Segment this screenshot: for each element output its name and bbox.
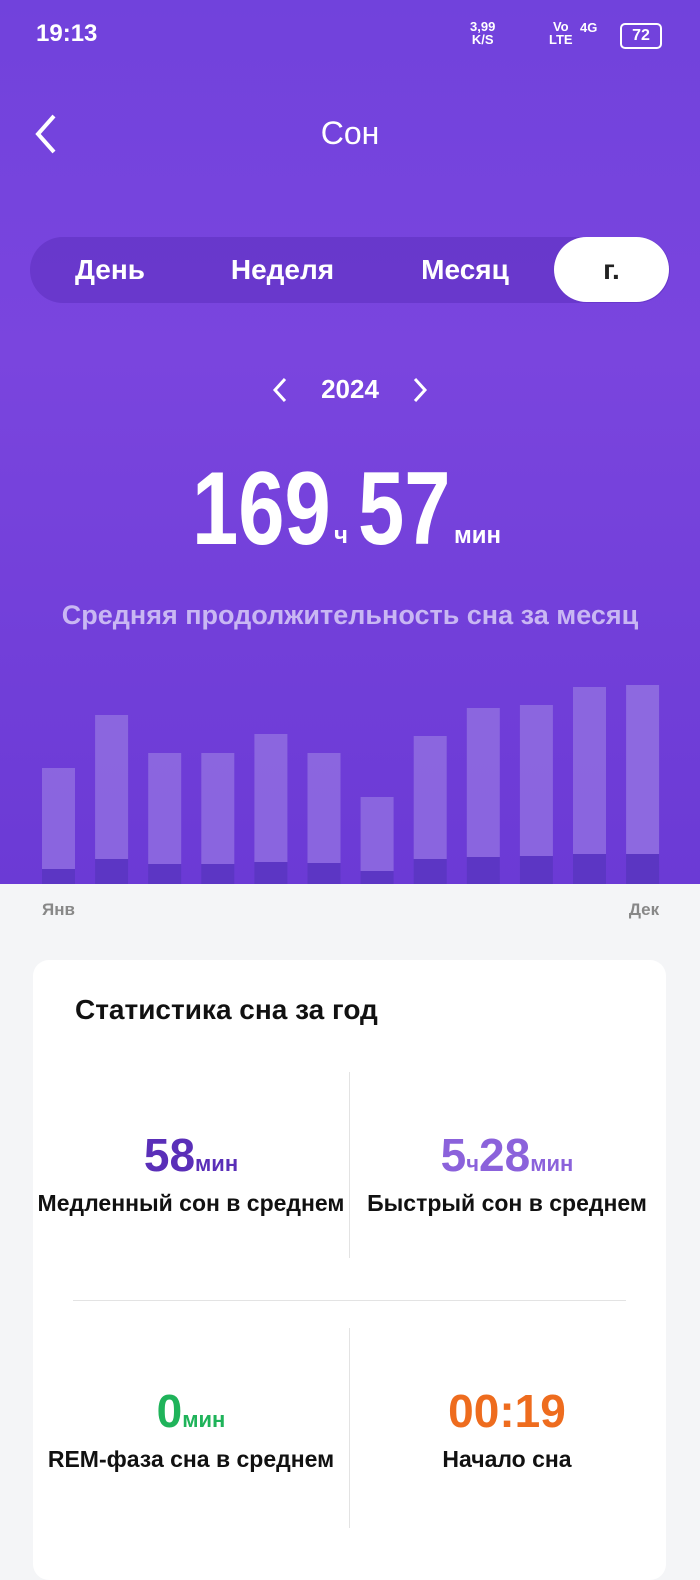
- stat-value: 00:19: [349, 1384, 665, 1438]
- volte-top: Vo: [552, 19, 569, 34]
- chart: Янв Дек: [0, 685, 700, 930]
- chart-bg: [0, 884, 700, 930]
- back-button[interactable]: [30, 112, 66, 156]
- tab[interactable]: Месяц: [421, 254, 509, 285]
- volte: Vo LTE: [549, 20, 573, 46]
- bar-segment: [360, 797, 394, 871]
- bar-segment: [466, 708, 500, 857]
- stat-number: 0: [156, 1385, 183, 1437]
- stat-value: 0мин: [33, 1384, 349, 1438]
- stat-number: 00:19: [448, 1385, 566, 1437]
- stats-title: Статистика сна за год: [75, 994, 378, 1025]
- stat-number: 58: [143, 1129, 196, 1181]
- stat-label: Начало сна: [442, 1446, 572, 1472]
- prev-year[interactable]: [270, 376, 290, 404]
- bar-segment: [42, 869, 75, 884]
- bar-segment: [626, 685, 660, 854]
- stat-value: 58мин: [33, 1128, 349, 1182]
- volte-bottom: LTE: [549, 32, 573, 47]
- stat-unit: мин: [182, 1407, 226, 1432]
- stat: 58мин Медленный сон в среднем: [33, 1128, 349, 1217]
- divider: [73, 1300, 626, 1301]
- speed-value: 3,99: [470, 19, 496, 34]
- bar-segment: [573, 687, 606, 854]
- stat: 5ч28мин Быстрый сон в среднем: [349, 1128, 665, 1217]
- speed: 3,99 K/S: [470, 20, 495, 46]
- bar-segment: [413, 736, 447, 859]
- x-tick-label: Янв: [42, 900, 75, 919]
- bar-segment: [626, 854, 660, 884]
- stat-label: Медленный сон в среднем: [37, 1190, 345, 1216]
- stat-label: REM-фаза сна в среднем: [47, 1446, 335, 1472]
- stat-label: Быстрый сон в среднем: [367, 1190, 647, 1216]
- bar-segment: [466, 857, 500, 884]
- tab[interactable]: День: [75, 254, 145, 285]
- network: 4G: [580, 20, 598, 35]
- bar-segment: [148, 753, 182, 864]
- bar-segment: [519, 856, 553, 884]
- bar-segment: [519, 705, 553, 856]
- minutes-unit: мин: [454, 522, 502, 549]
- x-tick-label: Дек: [629, 900, 660, 919]
- stat-value: 5ч28мин: [349, 1128, 665, 1182]
- bar-segment: [95, 715, 129, 859]
- clock: 19:13: [36, 20, 98, 47]
- bar-segment: [307, 753, 341, 863]
- hours-unit: ч: [334, 522, 348, 549]
- bar-segment: [254, 862, 288, 884]
- bar-segment: [413, 859, 447, 884]
- hours: 169: [192, 451, 331, 567]
- battery: 72: [620, 23, 662, 49]
- bar-segment: [148, 864, 182, 884]
- stat-unit: мин: [530, 1151, 574, 1176]
- bar-segment: [307, 863, 341, 884]
- bar-segment: [573, 854, 606, 884]
- tab[interactable]: г.: [554, 237, 669, 302]
- minutes: 57: [358, 451, 451, 567]
- stat: 00:19 Начало сна: [349, 1384, 665, 1473]
- bar-segment: [201, 753, 235, 864]
- stat-number: 28: [479, 1129, 531, 1181]
- stat-unit: ч: [466, 1151, 480, 1176]
- stat-unit: мин: [195, 1151, 239, 1176]
- bar-segment: [95, 859, 129, 884]
- stat-number: 5: [440, 1129, 467, 1181]
- bar-segment: [42, 768, 75, 869]
- bar-segment: [254, 734, 288, 862]
- speed-unit: K/S: [471, 32, 494, 47]
- stat: 0мин REM-фаза сна в среднем: [33, 1384, 349, 1473]
- divider: [349, 1328, 350, 1528]
- caption: Средняя продолжительность сна за месяц: [61, 600, 639, 630]
- next-year[interactable]: [410, 376, 430, 404]
- year: 2024: [321, 374, 379, 404]
- bar-segment: [360, 871, 394, 884]
- bar-segment: [201, 864, 235, 884]
- summary: 169 ч 57 мин: [192, 450, 522, 567]
- divider: [349, 1072, 350, 1258]
- title: Сон: [320, 115, 380, 151]
- tab[interactable]: Неделя: [230, 254, 335, 285]
- stats-card: Статистика сна за год 58мин Медленный сон…: [33, 960, 666, 1580]
